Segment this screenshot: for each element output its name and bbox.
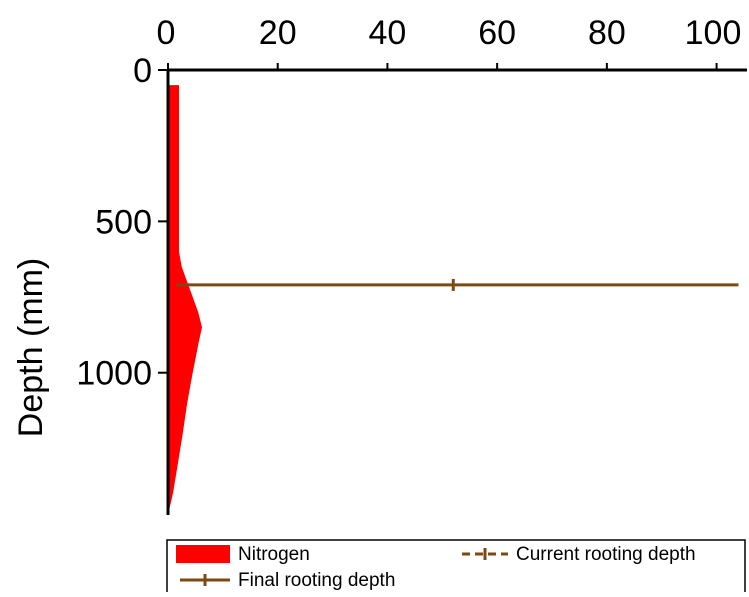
legend-label-nitrogen: Nitrogen [238,544,310,565]
x-tick-label: 20 [259,14,297,52]
y-tick-label: 500 [95,203,152,241]
legend-box [166,539,746,597]
legend: Nitrogen Current rooting depth Final rooti… [166,539,746,597]
legend-label-final-rooting-depth: Final rooting depth [238,570,395,591]
y-tick-label: 1000 [76,355,152,393]
x-tick-label: 0 [157,14,176,52]
y-tick-label: 0 [133,52,152,90]
x-tick-label: 80 [588,14,626,52]
line-layer [176,278,739,291]
nitrogen-area [168,85,202,515]
area-layer [168,85,202,515]
y-axis-label: Depth (mm) [12,258,50,437]
x-tick-label: 60 [478,14,516,52]
legend-swatch-nitrogen [176,545,230,563]
legend-label-current-rooting-depth: Current rooting depth [516,544,696,565]
x-tick-label: 40 [369,14,407,52]
x-tick-label: 100 [685,14,742,52]
